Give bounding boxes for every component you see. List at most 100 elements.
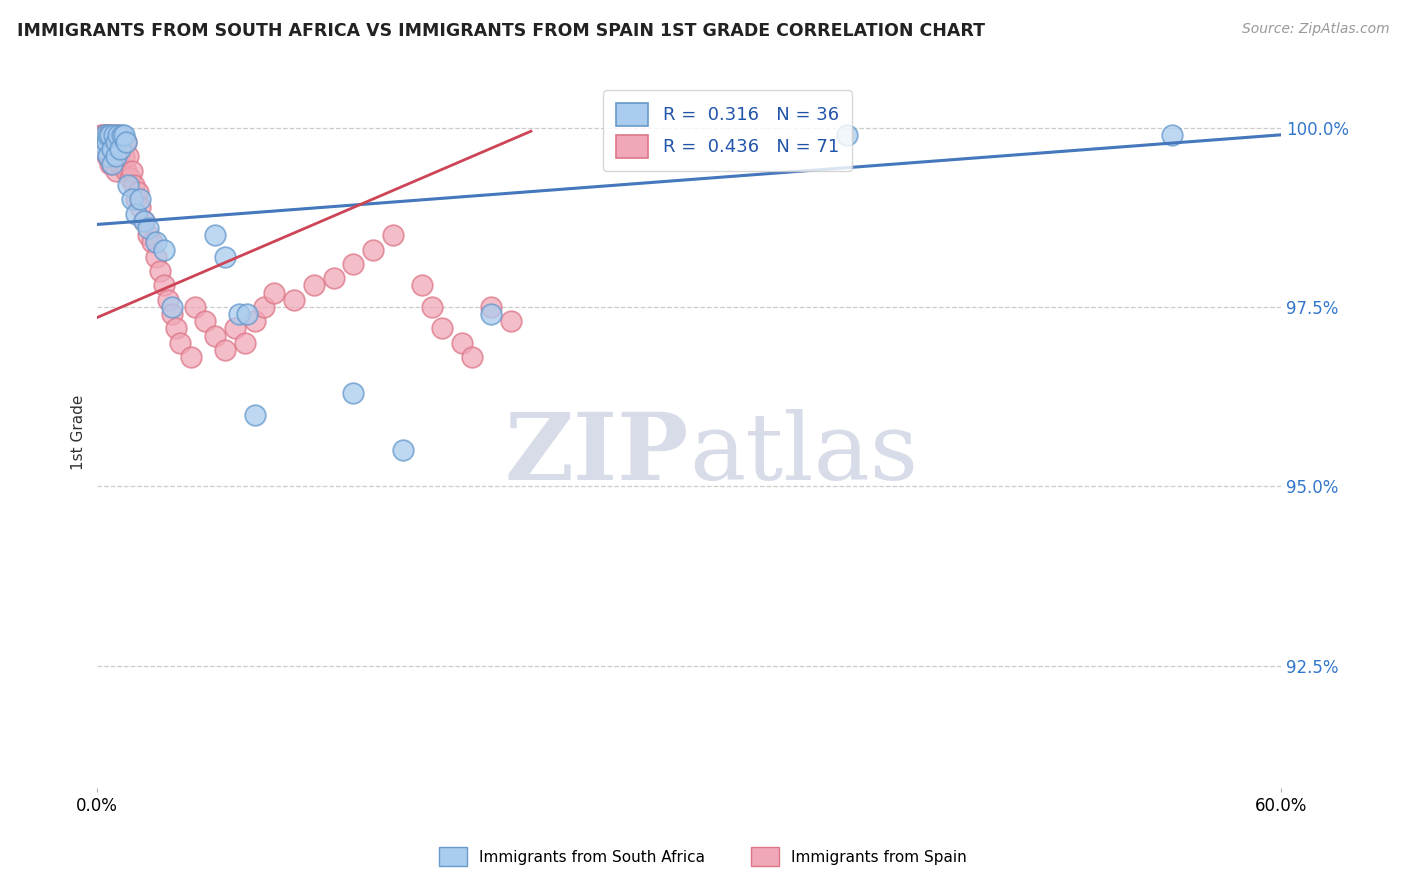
Point	[145, 235, 167, 250]
Point	[165, 321, 187, 335]
Point	[145, 250, 167, 264]
Point	[381, 228, 404, 243]
Point	[149, 264, 172, 278]
Point	[122, 178, 145, 192]
Point	[103, 149, 125, 163]
Point	[101, 142, 124, 156]
Point	[112, 149, 135, 163]
Point	[1161, 128, 1184, 142]
Point	[129, 200, 152, 214]
Point	[105, 163, 128, 178]
Point	[302, 278, 325, 293]
Point	[97, 135, 120, 149]
Point	[243, 408, 266, 422]
Point	[115, 135, 138, 149]
Point	[115, 163, 138, 178]
Point	[93, 128, 115, 142]
Point	[90, 128, 112, 142]
Point	[97, 149, 120, 163]
Legend: Immigrants from South Africa, Immigrants from Spain: Immigrants from South Africa, Immigrants…	[432, 839, 974, 873]
Point	[132, 214, 155, 228]
Point	[214, 343, 236, 357]
Point	[120, 170, 142, 185]
Point	[235, 307, 257, 321]
Point	[481, 307, 503, 321]
Point	[91, 128, 114, 142]
Point	[103, 135, 125, 149]
Point	[115, 135, 138, 149]
Point	[105, 135, 128, 149]
Point	[156, 293, 179, 307]
Point	[96, 128, 118, 142]
Point	[125, 193, 148, 207]
Y-axis label: 1st Grade: 1st Grade	[72, 395, 86, 470]
Text: ZIP: ZIP	[505, 409, 689, 499]
Point	[361, 243, 384, 257]
Point	[121, 193, 143, 207]
Point	[204, 328, 226, 343]
Point	[97, 128, 120, 142]
Point	[127, 185, 149, 199]
Text: IMMIGRANTS FROM SOUTH AFRICA VS IMMIGRANTS FROM SPAIN 1ST GRADE CORRELATION CHAR: IMMIGRANTS FROM SOUTH AFRICA VS IMMIGRAN…	[17, 22, 984, 40]
Point	[90, 135, 112, 149]
Point	[110, 135, 132, 149]
Point	[111, 142, 134, 156]
Point	[93, 128, 115, 142]
Text: Source: ZipAtlas.com: Source: ZipAtlas.com	[1241, 22, 1389, 37]
Point	[91, 142, 114, 156]
Point	[224, 321, 246, 335]
Point	[110, 142, 132, 156]
Point	[322, 271, 344, 285]
Point	[107, 128, 129, 142]
Point	[204, 228, 226, 243]
Point	[283, 293, 305, 307]
Point	[97, 149, 120, 163]
Point	[160, 307, 183, 321]
Point	[93, 135, 115, 149]
Point	[184, 300, 207, 314]
Point	[101, 156, 124, 170]
Point	[233, 335, 256, 350]
Point	[100, 142, 122, 156]
Point	[117, 178, 139, 192]
Point	[105, 128, 128, 142]
Point	[125, 207, 148, 221]
Point	[342, 386, 364, 401]
Point	[152, 278, 174, 293]
Point	[141, 235, 163, 250]
Point	[129, 193, 152, 207]
Point	[501, 314, 523, 328]
Point	[91, 142, 114, 156]
Point	[96, 142, 118, 156]
Point	[96, 135, 118, 149]
Point	[152, 243, 174, 257]
Point	[103, 128, 125, 142]
Text: atlas: atlas	[689, 409, 918, 499]
Point	[97, 128, 120, 142]
Point	[214, 250, 236, 264]
Point	[105, 149, 128, 163]
Point	[112, 128, 135, 142]
Point	[117, 149, 139, 163]
Point	[132, 214, 155, 228]
Point	[121, 163, 143, 178]
Point	[411, 278, 433, 293]
Point	[136, 221, 159, 235]
Point	[180, 350, 202, 364]
Point	[450, 335, 472, 350]
Point	[100, 128, 122, 142]
Point	[243, 314, 266, 328]
Legend: R =  0.316   N = 36, R =  0.436   N = 71: R = 0.316 N = 36, R = 0.436 N = 71	[603, 90, 852, 170]
Point	[253, 300, 276, 314]
Point	[835, 128, 858, 142]
Point	[342, 257, 364, 271]
Point	[90, 135, 112, 149]
Point	[100, 128, 122, 142]
Point	[96, 149, 118, 163]
Point	[391, 443, 413, 458]
Point	[101, 128, 124, 142]
Point	[228, 307, 250, 321]
Point	[481, 300, 503, 314]
Point	[100, 156, 122, 170]
Point	[136, 228, 159, 243]
